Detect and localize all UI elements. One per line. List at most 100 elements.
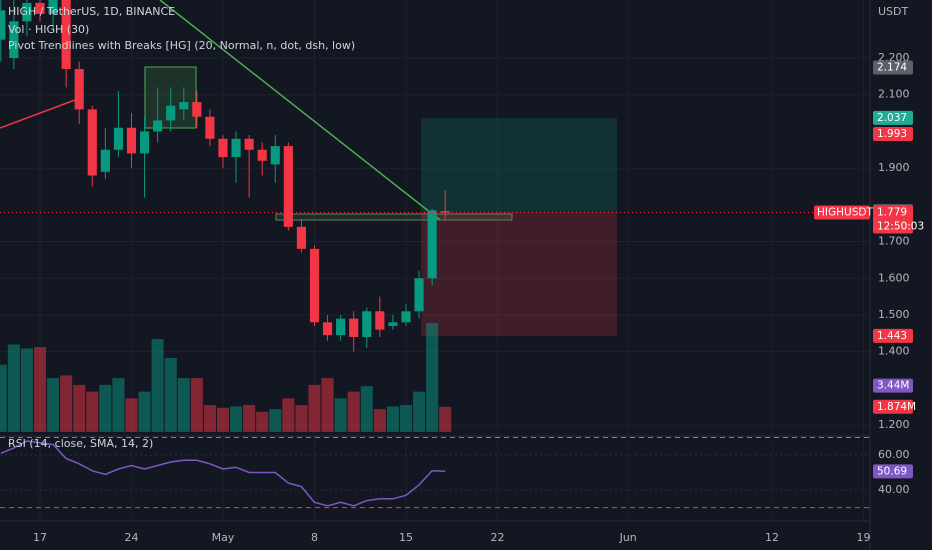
volume-bar [0, 364, 7, 432]
trendline-red [0, 99, 76, 129]
price-label-bg [873, 110, 913, 125]
volume-bar [99, 384, 112, 432]
axes: 1.2001.4001.5001.6001.7001.9002.1002.200… [33, 51, 924, 544]
candle-body [414, 278, 424, 312]
x-tick-label: May [212, 531, 235, 544]
candle-body [231, 138, 241, 158]
candle-body [244, 138, 254, 150]
price-label: 1.443 [877, 330, 907, 342]
volume-bar [386, 406, 399, 432]
candle-body [139, 131, 150, 154]
candle-body [153, 120, 163, 132]
countdown: 12:50:03 [877, 221, 924, 233]
rsi-title: RSI (14, close, SMA, 14, 2) [8, 437, 153, 450]
candle-body [179, 102, 189, 110]
candle-body [427, 210, 437, 279]
volume-label-bg [873, 399, 913, 414]
x-tick-label: Jun [619, 531, 637, 544]
currency: USDT [878, 5, 909, 18]
candle-body [35, 2, 45, 14]
candle-body [61, 0, 71, 70]
y-tick-label: 1.900 [878, 161, 910, 174]
volume-bar [151, 339, 164, 432]
volume-bar [321, 378, 334, 432]
position-tool [421, 117, 617, 336]
candle-body [388, 322, 398, 326]
candle-body [166, 105, 176, 121]
volume-bar [399, 405, 413, 432]
price-label: 2.174 [877, 62, 907, 74]
x-tick-label: 22 [490, 531, 504, 544]
volume-bar [112, 378, 125, 432]
volume-bar [177, 378, 190, 432]
price-label-bg [873, 328, 913, 343]
x-tick-label: 24 [124, 531, 138, 544]
x-tick-label: 8 [311, 531, 318, 544]
candle-body [349, 318, 359, 337]
volume-bar [47, 378, 60, 432]
candle-body [74, 69, 84, 110]
trendline [159, 0, 441, 221]
volume-bar [164, 357, 177, 432]
volume-bar [60, 375, 73, 432]
rsi-label: 50.69 [877, 465, 907, 477]
volume-bar [203, 405, 216, 432]
candle-body [440, 211, 450, 213]
volume-bar [86, 391, 99, 432]
candle-body [0, 10, 6, 40]
candle-body [296, 226, 306, 249]
volume-bar [439, 406, 452, 432]
volume-bar [426, 322, 439, 432]
candle-body [375, 311, 385, 330]
volume-bar [7, 344, 20, 432]
indicator-title: Pivot Trendlines with Breaks [HG] (20, N… [8, 39, 355, 52]
candle-body [192, 102, 202, 117]
candle-body [205, 116, 215, 139]
target-zone [421, 117, 617, 212]
volume-bar [138, 391, 151, 432]
candles [0, 0, 450, 352]
volume-bar [190, 378, 203, 432]
volume-bar [216, 407, 230, 432]
y-tick-label: 1.700 [878, 235, 910, 248]
volume-bar [33, 347, 47, 432]
price-label: 1.993 [877, 128, 907, 140]
candle-body [100, 149, 110, 172]
last-price-bg [873, 205, 913, 234]
price-label: 2.037 [877, 112, 907, 124]
price-label-bg [873, 126, 913, 141]
rsi-pane [0, 437, 870, 509]
candle-body [87, 109, 97, 176]
candle-body [113, 127, 123, 150]
candle-body [362, 311, 372, 337]
volume-bar [347, 391, 360, 432]
break-zone [275, 213, 513, 221]
last-price-label: 1.779 [877, 207, 907, 219]
candle-body [283, 146, 293, 227]
candle-body [257, 149, 267, 161]
volume-bar [20, 348, 33, 432]
y-tick-label: 1.500 [878, 308, 910, 321]
volume-bar [334, 398, 347, 432]
y-tick-label: 1.400 [878, 345, 910, 358]
volume-bar [230, 406, 243, 432]
volume-bar [256, 411, 269, 432]
rsi-label-bg [873, 464, 913, 479]
y-tick-label: 1.600 [878, 271, 910, 284]
volume-ma-label: 3.44M [877, 380, 909, 392]
symbol-tag-bg [814, 205, 870, 220]
symbol-tag: HIGHUSDT [817, 207, 873, 219]
stop-zone [421, 211, 617, 336]
volume-bar [243, 405, 256, 432]
y-tick-label: 2.100 [878, 88, 910, 101]
candle-body [9, 21, 19, 59]
candle-body [309, 248, 320, 323]
volume-bar [125, 398, 138, 432]
candle-body [336, 318, 346, 336]
volume-bar [282, 398, 295, 432]
candle-body [401, 311, 411, 323]
price-label-bg [873, 60, 913, 75]
volume-ma-label-bg [873, 378, 913, 393]
